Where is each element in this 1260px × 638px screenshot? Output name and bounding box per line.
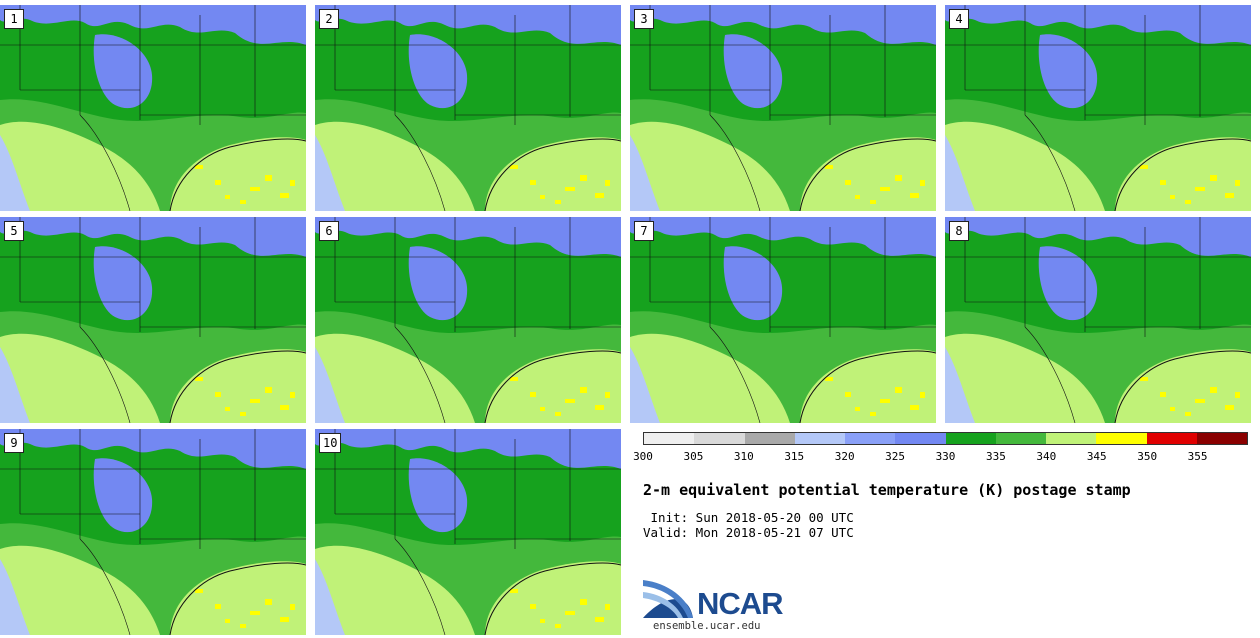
panel-number-label: 7 [634,221,654,241]
colorbar-tick-label: 345 [1086,450,1107,463]
colorbar-swatch [845,433,896,444]
panel-number-label: 5 [4,221,24,241]
panel-number-label: 8 [949,221,969,241]
colorbar-tick-label: 315 [784,450,805,463]
panel-number-label: 2 [319,9,339,29]
ncar-wordmark: NCAR [697,586,784,621]
colorbar-ticks: 300 305 310 315 320 325 330 335 340 345 350 355 [633,450,1248,466]
valid-time: Valid: Mon 2018-05-21 07 UTC [643,525,854,540]
colorbar-swatch [945,433,996,444]
colorbar-tick-label: 325 [885,450,906,463]
ensemble-member-map: 3 [630,5,936,211]
ensemble-member-map: 2 [315,5,621,211]
colorbar-swatch [644,433,695,444]
colorbar-swatch [744,433,795,444]
ensemble-member-map: 10 [315,429,621,635]
colorbar [643,432,1248,445]
colorbar-swatch [895,433,946,444]
panel-number-label: 4 [949,9,969,29]
ensemble-member-map: 5 [0,217,306,423]
colorbar-tick-label: 350 [1137,450,1158,463]
colorbar-swatch [1196,433,1247,444]
site-url: ensemble.ucar.edu [653,620,761,632]
figure-title: 2-m equivalent potential temperature (K)… [643,481,1131,499]
ensemble-member-map: 8 [945,217,1251,423]
colorbar-swatch [1046,433,1097,444]
ensemble-member-map: 4 [945,5,1251,211]
colorbar-tick-label: 320 [834,450,855,463]
panel-number-label: 3 [634,9,654,29]
colorbar-tick-label: 310 [733,450,754,463]
colorbar-tick-label: 340 [1036,450,1057,463]
panel-number-label: 10 [319,433,342,453]
panel-number-label: 1 [4,9,24,29]
init-time: Init: Sun 2018-05-20 00 UTC [643,510,854,525]
colorbar-swatch [1146,433,1197,444]
colorbar-swatch [794,433,845,444]
colorbar-tick-label: 300 [633,450,653,463]
colorbar-tick-label: 305 [683,450,704,463]
colorbar-swatch [1096,433,1147,444]
panel-number-label: 6 [319,221,339,241]
colorbar-tick-label: 355 [1187,450,1208,463]
colorbar-swatch [995,433,1046,444]
panel-number-label: 9 [4,433,24,453]
ensemble-member-map: 9 [0,429,306,635]
colorbar-tick-label: 335 [985,450,1006,463]
ncar-logo-icon [643,580,693,618]
colorbar-swatch [694,433,745,444]
colorbar-tick-label: 330 [935,450,956,463]
ensemble-member-map: 6 [315,217,621,423]
ensemble-member-map: 7 [630,217,936,423]
ensemble-member-map: 1 [0,5,306,211]
